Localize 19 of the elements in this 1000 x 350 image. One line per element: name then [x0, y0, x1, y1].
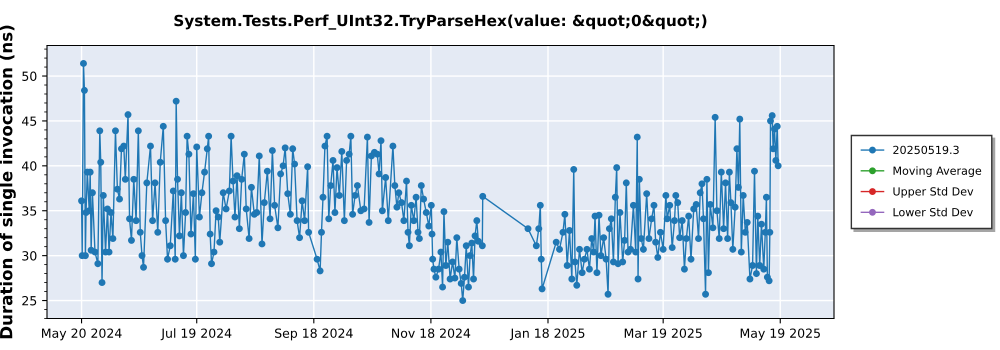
x-tick-label: May 20 2024: [42, 328, 122, 340]
legend-label: Moving Average: [894, 166, 982, 177]
y-tick-label: 40: [22, 161, 36, 171]
legend-label: Lower Std Dev: [894, 208, 973, 216]
x-tick-label: Jan 18 2025: [510, 328, 584, 340]
y-tick-label: 50: [22, 72, 36, 81]
x-tick-label: Jul 19 2024: [160, 328, 232, 340]
legend-label: Upper Std Dev: [893, 187, 974, 198]
legend-label: 20250519.3: [893, 146, 959, 154]
x-tick-label: Nov 18 2024: [392, 328, 470, 338]
chart-title: System.Tests.Perf_UInt32.TryParseHex(value: &quot;0&quot;): [174, 14, 706, 30]
y-tick-label: 35: [22, 206, 36, 216]
x-tick-label: Mar 19 2025: [624, 328, 702, 338]
x-tick-label: May 19 2025: [740, 328, 820, 340]
y-tick-label: 30: [22, 251, 36, 261]
x-tick-label: Sep 18 2024: [275, 328, 353, 340]
y-tick-label: 45: [22, 116, 36, 126]
y-axis-title: Duration of single invocation (ns): [0, 26, 16, 338]
y-tick-label: 25: [22, 296, 36, 306]
